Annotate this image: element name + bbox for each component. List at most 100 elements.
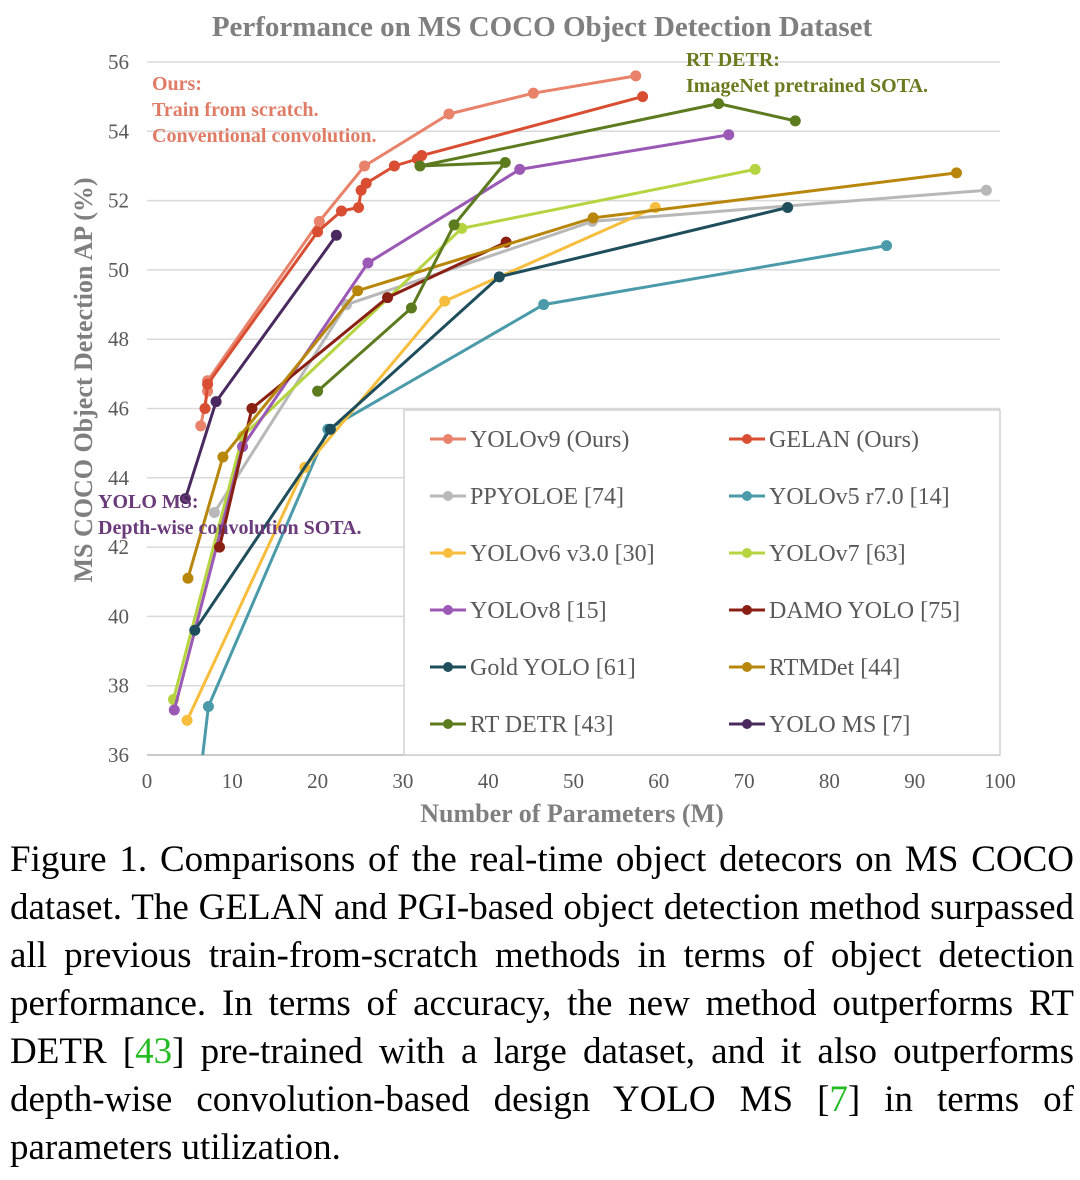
annotation-yoloms: YOLO MS: bbox=[98, 491, 199, 513]
legend-swatch-marker bbox=[742, 662, 752, 672]
legend-swatch-marker bbox=[443, 662, 453, 672]
legend-label: RTMDet [44] bbox=[769, 655, 900, 681]
data-point bbox=[416, 150, 428, 162]
data-point bbox=[208, 506, 220, 518]
legend-label: YOLOv7 [63] bbox=[769, 541, 906, 567]
chart-title: Performance on MS COCO Object Detection … bbox=[212, 11, 873, 43]
data-point bbox=[312, 226, 324, 238]
x-tick-label: 40 bbox=[478, 769, 499, 793]
legend-swatch-marker bbox=[443, 491, 453, 501]
legend-swatch-marker bbox=[742, 605, 752, 615]
data-point bbox=[789, 115, 801, 127]
data-point bbox=[182, 572, 194, 584]
plot-area bbox=[167, 70, 992, 778]
data-point bbox=[189, 624, 201, 636]
caption-text-2: ] pre-trained with a large dataset, and … bbox=[10, 1031, 1074, 1120]
legend: YOLOv9 (Ours) GELAN (Ours) PPYOLOE [74] YOL… bbox=[403, 409, 1001, 756]
legend-box bbox=[403, 409, 1001, 756]
data-point bbox=[782, 202, 794, 214]
series-11 bbox=[179, 229, 342, 505]
y-tick-label: 38 bbox=[108, 674, 129, 698]
data-point bbox=[630, 70, 642, 82]
legend-label: DAMO YOLO [75] bbox=[769, 598, 960, 624]
series-line bbox=[316, 102, 796, 393]
legend-swatch-marker bbox=[742, 434, 752, 444]
series-line bbox=[185, 206, 657, 722]
y-tick-label: 56 bbox=[108, 50, 129, 74]
x-tick-label: 20 bbox=[307, 769, 328, 793]
data-point bbox=[335, 205, 347, 217]
series-10 bbox=[312, 98, 801, 397]
series-1 bbox=[199, 91, 649, 414]
legend-label: RT DETR [43] bbox=[470, 712, 613, 738]
x-tick-label: 80 bbox=[819, 769, 840, 793]
data-point bbox=[199, 403, 211, 414]
x-tick-label: 100 bbox=[984, 769, 1016, 793]
data-point bbox=[179, 493, 191, 505]
data-point bbox=[388, 160, 400, 172]
citation-link-7[interactable]: 7 bbox=[829, 1079, 848, 1120]
data-point bbox=[352, 285, 364, 297]
data-point bbox=[217, 451, 229, 463]
legend-swatch-marker bbox=[742, 719, 752, 729]
data-point bbox=[881, 240, 893, 252]
x-axis-label: Number of Parameters (M) bbox=[420, 799, 723, 828]
x-tick-label: 10 bbox=[222, 769, 243, 793]
data-point bbox=[749, 163, 761, 175]
caption-text-1: Comparisons of the real-time object dete… bbox=[10, 839, 1075, 1072]
data-point bbox=[723, 129, 735, 141]
x-tick-label: 50 bbox=[563, 769, 584, 793]
data-point bbox=[414, 160, 426, 172]
legend-label: YOLOv5 r7.0 [14] bbox=[769, 484, 950, 510]
data-point bbox=[637, 91, 649, 103]
legend-swatch-marker bbox=[443, 605, 453, 615]
legend-swatch-marker bbox=[742, 491, 752, 501]
annotation-ours: Train from scratch. bbox=[152, 99, 318, 121]
x-tick-label: 30 bbox=[392, 769, 413, 793]
data-point bbox=[587, 212, 599, 224]
citation-link-43[interactable]: 43 bbox=[135, 1031, 173, 1072]
y-tick-label: 48 bbox=[108, 327, 129, 351]
annotations: Ours: Train from scratch. Conventional con… bbox=[98, 49, 928, 539]
data-point bbox=[330, 229, 342, 241]
data-point bbox=[312, 385, 324, 397]
series-layer bbox=[167, 70, 992, 778]
data-point bbox=[448, 219, 460, 231]
data-point bbox=[324, 423, 336, 435]
data-point bbox=[195, 420, 207, 432]
data-point bbox=[538, 299, 550, 311]
series-line bbox=[171, 167, 756, 700]
legend-label: PPYOLOE [74] bbox=[470, 484, 624, 510]
data-point bbox=[168, 704, 180, 716]
data-point bbox=[950, 167, 962, 179]
figure-caption: Figure 1. Comparisons of the real-time o… bbox=[10, 836, 1074, 1172]
y-tick-label: 44 bbox=[108, 466, 130, 490]
legend-swatch-marker bbox=[443, 434, 453, 444]
data-point bbox=[246, 403, 258, 414]
data-point bbox=[527, 87, 539, 99]
data-point bbox=[353, 202, 365, 214]
series-8 bbox=[189, 202, 794, 636]
data-point bbox=[359, 160, 371, 172]
data-point bbox=[195, 767, 206, 778]
annotation-yoloms: Depth-wise convolution SOTA. bbox=[98, 517, 362, 539]
data-point bbox=[980, 184, 992, 196]
series-line bbox=[193, 206, 788, 632]
data-point bbox=[493, 271, 505, 283]
data-point bbox=[202, 378, 214, 390]
y-axis-label: MS COCO Object Detection AP (%) bbox=[69, 177, 98, 582]
legend-label: YOLOv6 v3.0 [30] bbox=[470, 541, 655, 567]
data-point bbox=[181, 714, 193, 726]
legend-swatch-marker bbox=[443, 719, 453, 729]
legend-label: Gold YOLO [61] bbox=[470, 655, 636, 681]
x-tick-label: 60 bbox=[648, 769, 669, 793]
legend-label: YOLOv8 [15] bbox=[470, 598, 607, 624]
data-point bbox=[210, 396, 222, 408]
series-9 bbox=[182, 167, 962, 584]
data-point bbox=[202, 700, 214, 712]
y-tick-label: 54 bbox=[108, 119, 130, 143]
data-point bbox=[360, 177, 372, 189]
data-point bbox=[499, 156, 511, 168]
legend-swatch-marker bbox=[443, 548, 453, 558]
chart: Performance on MS COCO Object Detection … bbox=[69, 11, 1016, 828]
